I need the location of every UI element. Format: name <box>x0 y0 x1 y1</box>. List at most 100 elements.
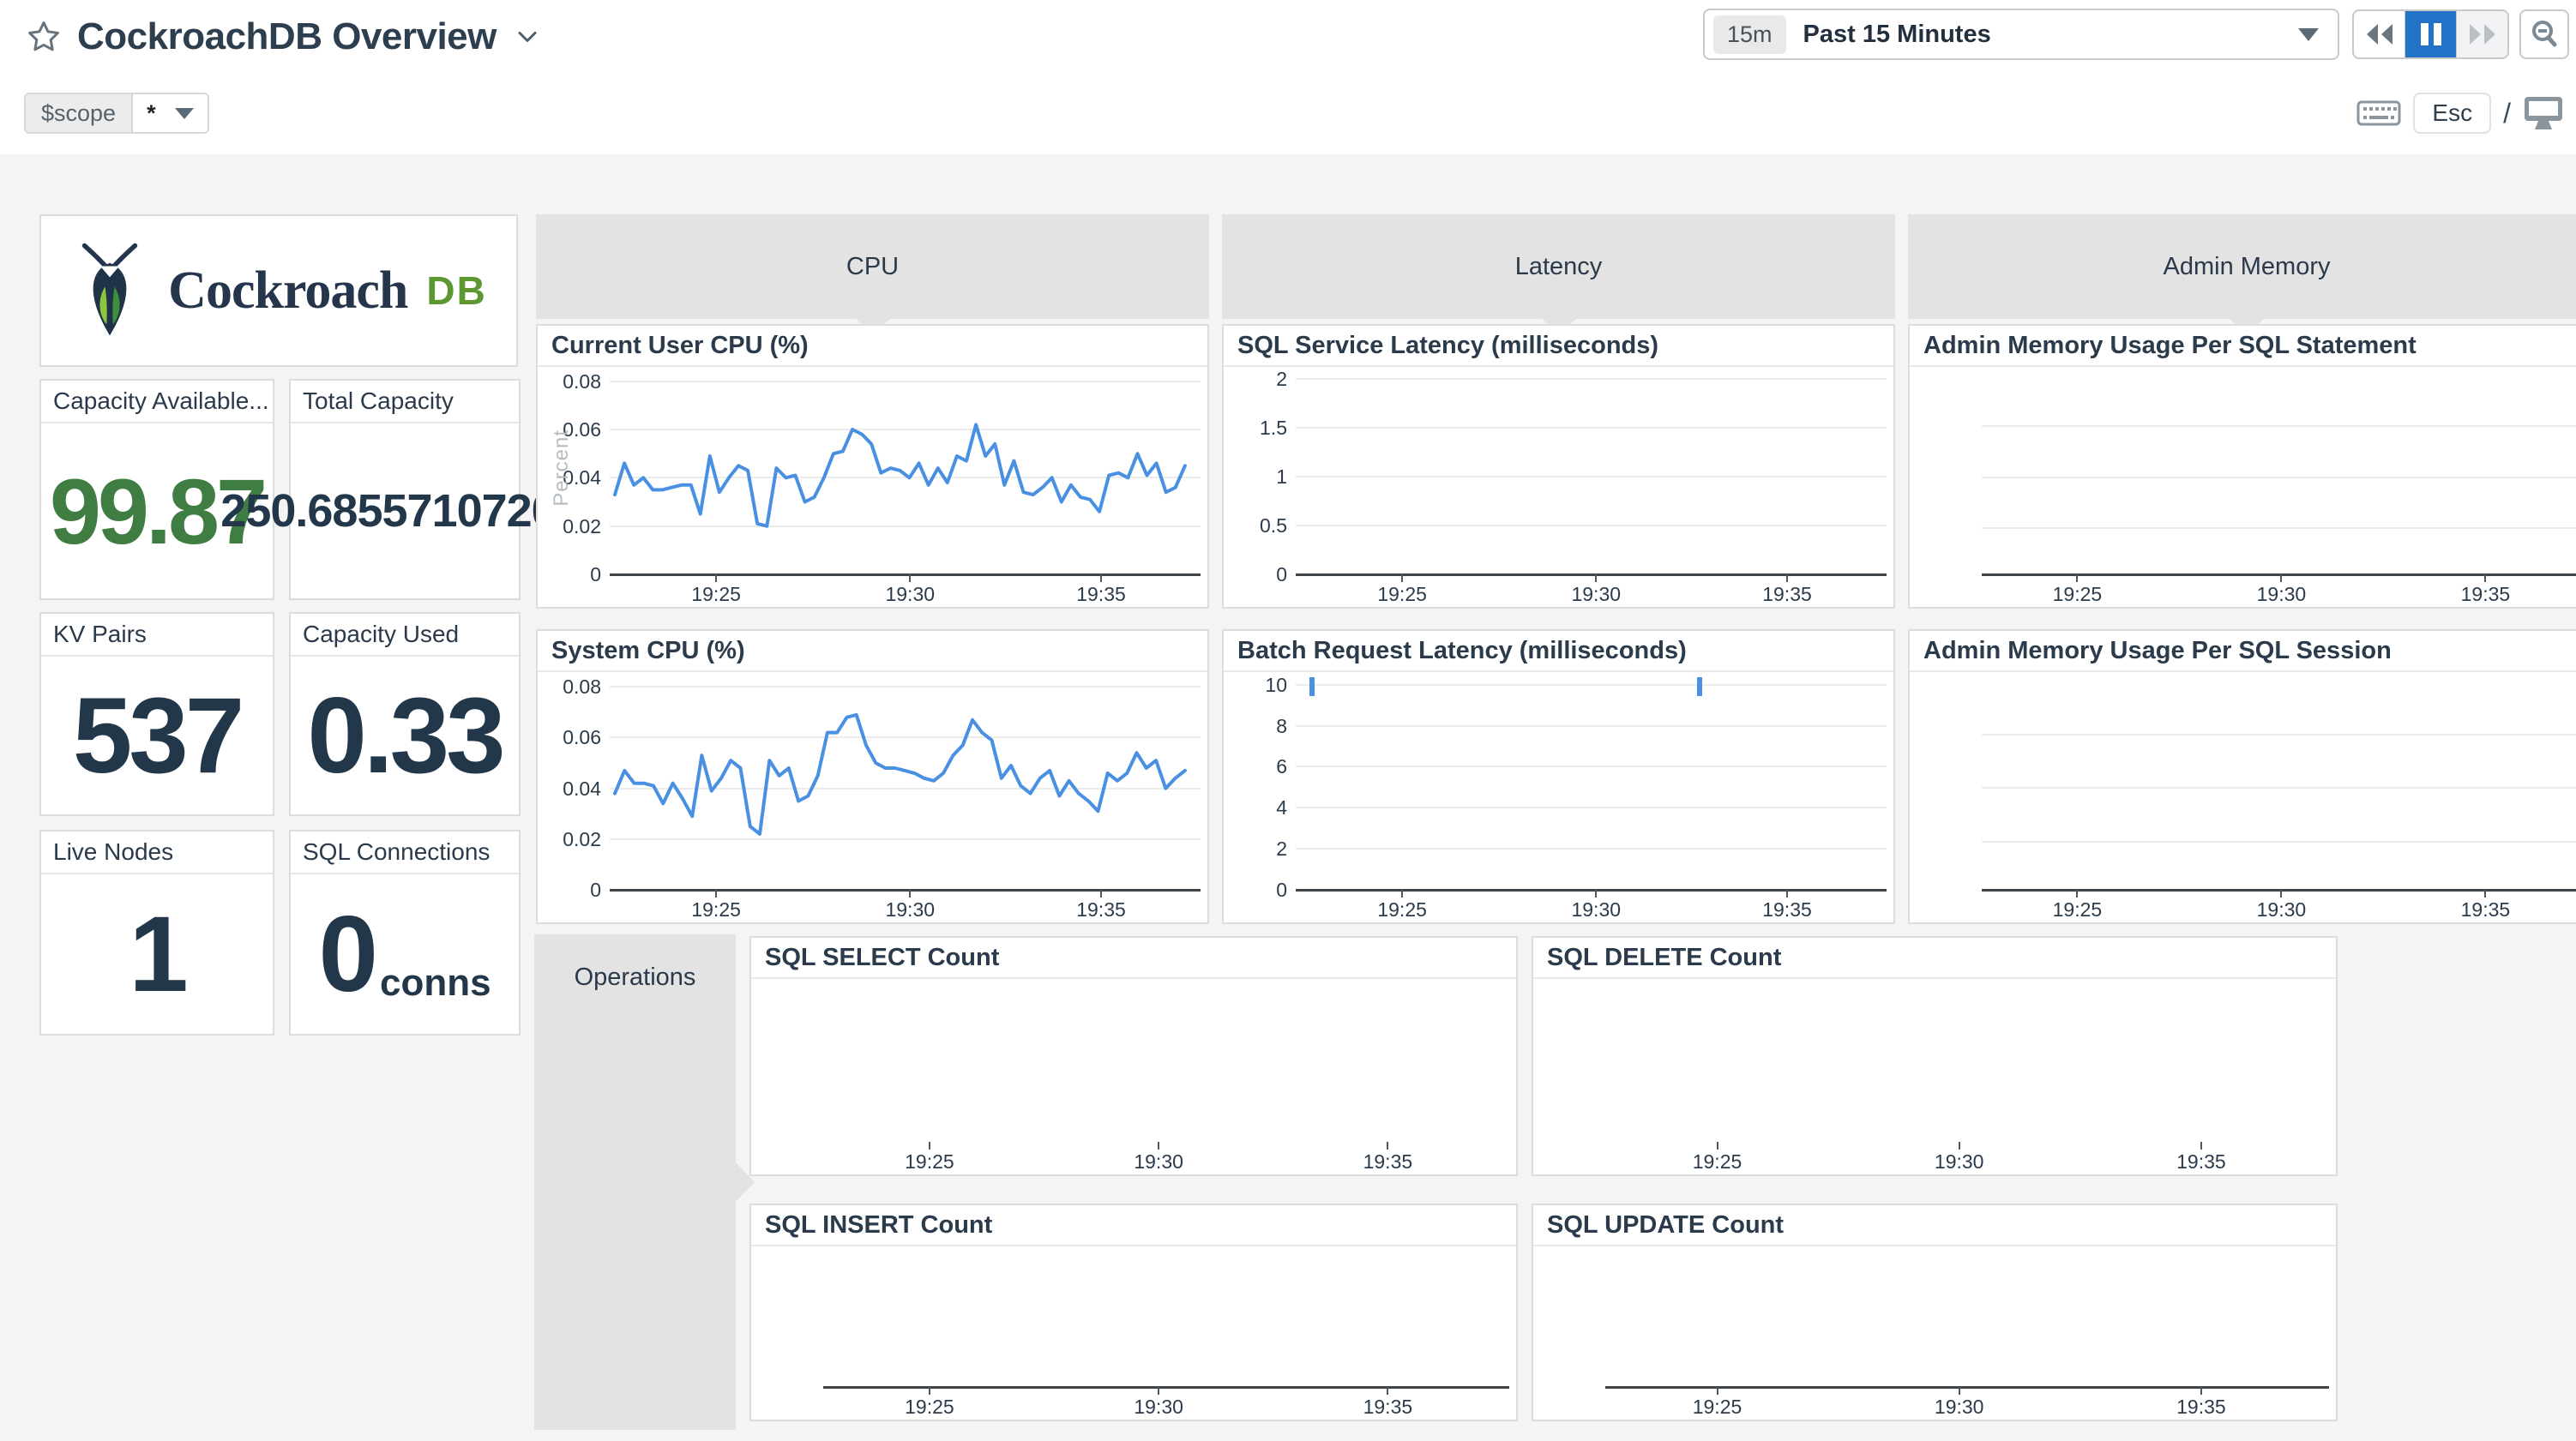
chart-plot-area[interactable]: 0 0.02 0.04 0.06 0.08 19:25 19:30 19:35 <box>538 670 1207 922</box>
chart-plot-area[interactable]: 19:25 19:30 19:35 <box>1910 365 2576 607</box>
section-tab-cpu[interactable]: CPU <box>536 214 1209 335</box>
stat-tile-kv-pairs[interactable]: KV Pairs 537 <box>39 612 274 816</box>
page-title: CockroachDB Overview <box>77 15 497 57</box>
chart-title: System CPU (%) <box>538 631 1207 672</box>
xtick: 19:25 <box>1377 898 1427 921</box>
chart-system-cpu[interactable]: System CPU (%) 0 0.02 0.04 0.06 0.08 19:25 19:… <box>536 629 1209 924</box>
chart-plot-area[interactable]: 0 0.02 0.04 0.06 0.08 19:25 19:30 19:35 Percent <box>538 365 1207 607</box>
chart-plot-area[interactable]: 19:25 19:30 19:35 <box>1910 670 2576 922</box>
xtick: 19:35 <box>2176 1396 2226 1418</box>
chart-title: SQL UPDATE Count <box>1533 1205 2336 1246</box>
xtick: 19:35 <box>1363 1150 1413 1173</box>
xtickmark <box>2484 574 2487 582</box>
chart-sql-service-latency[interactable]: SQL Service Latency (milliseconds) 0 0.5 1… <box>1222 324 1895 609</box>
gridline <box>610 477 1201 479</box>
chevron-down-icon[interactable] <box>512 21 543 52</box>
chart-sql-select-count[interactable]: SQL SELECT Count 19:25 19:30 19:35 <box>749 936 1518 1176</box>
xtickmark <box>1958 1142 1960 1150</box>
dashboard-canvas: Cockroach DB Capacity Available... 99.87… <box>0 154 2576 1441</box>
chart-title: Admin Memory Usage Per SQL Statement <box>1910 326 2576 367</box>
chart-sql-insert-count[interactable]: SQL INSERT Count 19:25 19:30 19:35 <box>749 1204 1518 1421</box>
ytick: 0 <box>1276 563 1287 585</box>
xtickmark <box>928 1387 930 1395</box>
xtick: 19:25 <box>2052 583 2103 605</box>
gridline <box>610 838 1201 840</box>
gridline <box>610 525 1201 527</box>
xtick: 19:25 <box>905 1396 954 1418</box>
time-range-dropdown[interactable]: 15m Past 15 Minutes <box>1703 9 2339 60</box>
pause-button[interactable] <box>2405 11 2457 57</box>
chart-title: SQL SELECT Count <box>751 938 1516 979</box>
xtick: 19:25 <box>691 898 741 921</box>
spike <box>1697 677 1703 696</box>
chart-plot-area[interactable]: 0 0.5 1 1.5 2 19:25 19:30 19:35 <box>1224 365 1893 607</box>
section-tab-operations[interactable]: Operations <box>534 934 755 1430</box>
xtickmark <box>1100 574 1102 582</box>
scope-label: $scope <box>26 94 134 132</box>
xtickmark <box>1158 1142 1160 1150</box>
chart-plot-area[interactable]: 19:25 19:30 19:35 <box>1533 1245 2336 1420</box>
scope-template-selector[interactable]: $scope * <box>24 93 209 134</box>
axisline <box>1982 573 2576 576</box>
chart-plot-area[interactable]: 19:25 19:30 19:35 <box>751 1245 1516 1420</box>
shortcut-bar: Esc / <box>2356 91 2564 135</box>
xtickmark <box>1100 890 1102 898</box>
cockroach-bug-icon <box>81 243 138 336</box>
stat-tile-capacity-available[interactable]: Capacity Available... 99.87 <box>39 379 274 600</box>
scope-value-dropdown[interactable]: * <box>133 94 208 132</box>
ytick: 0.02 <box>563 514 601 537</box>
section-tab-admin-memory[interactable]: Admin Memory <box>1908 214 2576 335</box>
chart-current-user-cpu[interactable]: Current User CPU (%) 0 0.02 0.04 0.06 0.08 19… <box>536 324 1209 609</box>
gridline <box>1296 378 1887 381</box>
section-tab-latency[interactable]: Latency <box>1222 214 1895 335</box>
dropdown-arrow-icon <box>2298 27 2319 41</box>
chart-title: Current User CPU (%) <box>538 326 1207 367</box>
xtick: 19:35 <box>1762 583 1812 605</box>
gridline <box>1982 527 2576 530</box>
chart-admin-memory-per-sql-statement[interactable]: Admin Memory Usage Per SQL Statement 19:… <box>1908 324 2576 609</box>
axisline <box>610 889 1201 892</box>
star-icon[interactable] <box>26 19 62 55</box>
chart-batch-request-latency[interactable]: Batch Request Latency (milliseconds) 0 2 4… <box>1222 629 1895 924</box>
xtickmark <box>1401 574 1404 582</box>
ytick: 0.08 <box>563 675 601 699</box>
keyboard-icon[interactable] <box>2356 97 2401 129</box>
xtickmark <box>1786 890 1788 898</box>
xtick: 19:35 <box>1762 898 1812 921</box>
dropdown-arrow-icon <box>174 107 194 119</box>
axisline <box>1605 1386 2329 1389</box>
chart-title: SQL INSERT Count <box>751 1205 1516 1246</box>
section-tab-label: Latency <box>1514 252 1603 280</box>
xtick: 19:25 <box>1377 583 1427 605</box>
stat-tile-capacity-used[interactable]: Capacity Used 0.33 <box>289 612 521 816</box>
chart-title: SQL DELETE Count <box>1533 938 2336 979</box>
chart-plot-area[interactable]: 0 2 4 6 8 10 19:25 19:30 19:35 <box>1224 670 1893 922</box>
gridline <box>1982 476 2576 478</box>
stat-tile-live-nodes[interactable]: Live Nodes 1 <box>39 830 274 1036</box>
stat-tile-total-capacity[interactable]: Total Capacity 250.6855710720GB <box>220 379 589 600</box>
xtickmark <box>2484 890 2487 898</box>
gridline <box>610 380 1201 382</box>
ytick: 1.5 <box>1260 417 1287 440</box>
chart-admin-memory-per-sql-session[interactable]: Admin Memory Usage Per SQL Session 19:25… <box>1908 629 2576 924</box>
xtickmark <box>909 574 912 582</box>
gridline <box>1296 807 1887 809</box>
chart-sql-update-count[interactable]: SQL UPDATE Count 19:25 19:30 19:35 <box>1532 1204 2338 1421</box>
ytick: 0.04 <box>563 777 601 800</box>
monitor-icon[interactable] <box>2523 95 2564 131</box>
stat-title: Capacity Used <box>291 614 519 657</box>
cockroachdb-logo-tile[interactable]: Cockroach DB <box>39 214 518 367</box>
chart-plot-area[interactable]: 19:25 19:30 19:35 <box>751 977 1516 1174</box>
stat-title: Live Nodes <box>41 832 273 874</box>
stat-value: 537 <box>72 675 245 796</box>
chart-plot-area[interactable]: 19:25 19:30 19:35 <box>1533 977 2336 1174</box>
stat-tile-sql-connections[interactable]: SQL Connections 0 conns <box>289 830 521 1036</box>
rewind-button[interactable] <box>2354 11 2405 57</box>
xtick: 19:30 <box>885 583 936 605</box>
xtickmark <box>2280 890 2283 898</box>
xtick: 19:25 <box>691 583 741 605</box>
fast-forward-button[interactable] <box>2457 11 2507 57</box>
stat-title: Total Capacity <box>291 381 519 423</box>
chart-sql-delete-count[interactable]: SQL DELETE Count 19:25 19:30 19:35 <box>1532 936 2338 1176</box>
zoom-out-button[interactable] <box>2519 9 2569 59</box>
